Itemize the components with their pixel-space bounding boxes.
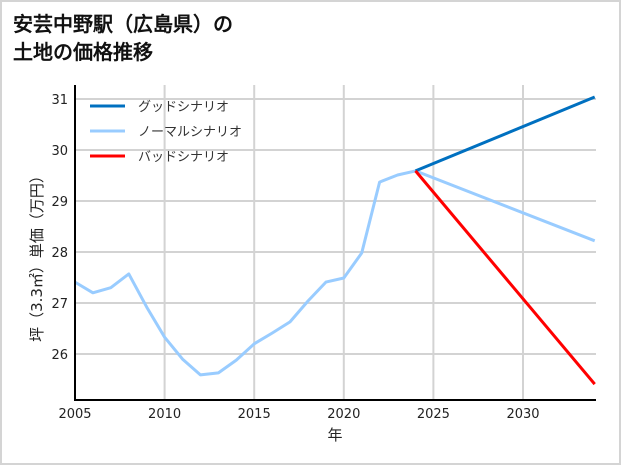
- y-tick-label: 31: [51, 93, 68, 108]
- y-tick-label: 28: [51, 246, 68, 261]
- y-tick-label: 30: [51, 144, 68, 159]
- grid-lines: [75, 85, 596, 400]
- y-tick-label: 27: [51, 297, 68, 312]
- chart-title-line-1: 安芸中野駅（広島県）の: [13, 12, 233, 36]
- legend-label: ノーマルシナリオ: [138, 125, 242, 140]
- x-tick-label: 2020: [327, 407, 360, 422]
- y-axis-label: 坪（3.3㎡）単価（万円）: [28, 168, 46, 342]
- x-tick-label: 2025: [417, 407, 450, 422]
- x-tick-label: 2015: [238, 407, 271, 422]
- y-axis-ticks: 26 27 28 29 30 31: [51, 93, 68, 363]
- x-tick-label: 2005: [58, 407, 91, 422]
- legend-item: バッドシナリオ: [90, 150, 229, 165]
- chart-title-line-2: 土地の価格推移: [13, 40, 153, 64]
- series-line: [74, 169, 596, 377]
- x-axis-label: 年: [327, 426, 342, 444]
- x-tick-label: 2030: [506, 407, 539, 422]
- x-tick-label: 2010: [148, 407, 181, 422]
- y-tick-label: 29: [51, 195, 68, 210]
- y-tick-label: 26: [51, 348, 68, 363]
- axes: [74, 85, 596, 401]
- legend-label: グッドシナリオ: [138, 100, 229, 115]
- legend-label: バッドシナリオ: [138, 150, 229, 165]
- legend-item: グッドシナリオ: [90, 100, 229, 115]
- series-lines: [74, 95, 596, 386]
- series-line: [414, 95, 596, 173]
- chart-title: 安芸中野駅（広島県）の 土地の価格推移: [13, 10, 233, 66]
- legend-item: ノーマルシナリオ: [90, 125, 242, 140]
- x-axis-ticks: 2005 2010 2015 2020 2025 2030: [58, 407, 539, 422]
- series-line: [414, 169, 596, 386]
